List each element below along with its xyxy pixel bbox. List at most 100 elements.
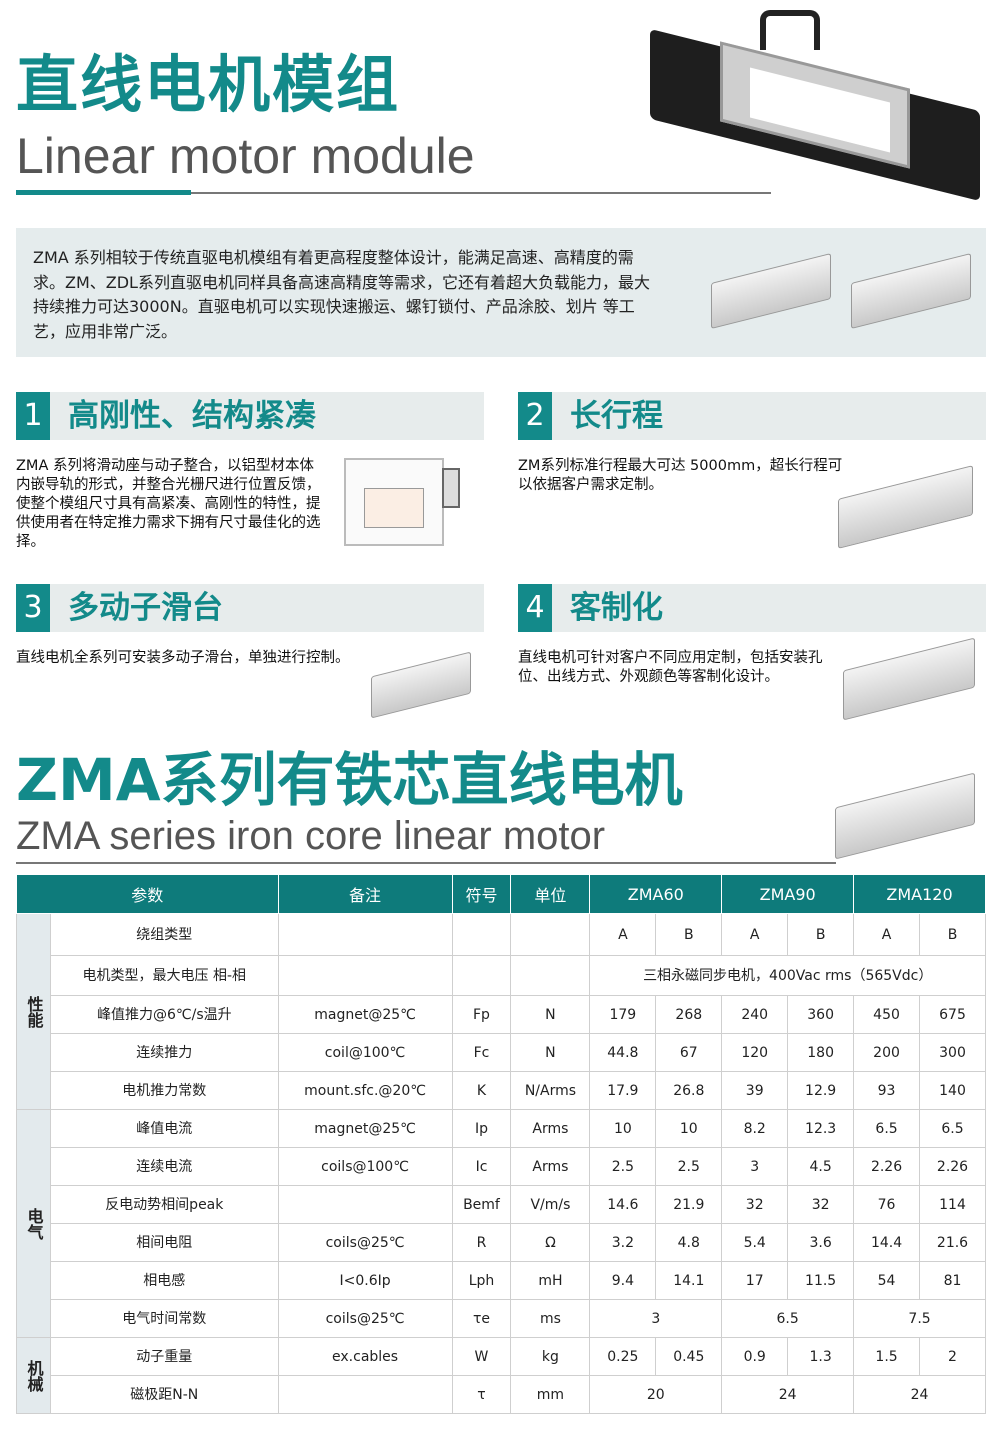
cell-note (277, 1185, 453, 1224)
profile-drawing (344, 458, 460, 546)
cell-value: 0.25 (589, 1337, 657, 1376)
cell-value: 10 (655, 1109, 723, 1148)
cell-value: 3 (589, 1299, 723, 1338)
cell-symbol: W (451, 1337, 512, 1376)
cell-value: 44.8 (589, 1033, 657, 1072)
series-product-image (835, 772, 975, 860)
feature-title: 长行程 (570, 398, 663, 434)
cell-value: 39 (721, 1071, 789, 1110)
table-row: 电机类型，最大电压 相-相 三相永磁同步电机，400Vac rms（565Vdc） (17, 955, 986, 996)
cell-note: coils@25℃ (277, 1223, 453, 1262)
cell-param: 绕组类型 (49, 913, 279, 956)
cell-param: 连续推力 (49, 1033, 279, 1072)
series-divider (16, 862, 836, 864)
cell-note: ex.cables (277, 1337, 453, 1376)
feature-3: 3 多动子滑台 直线电机全系列可安装多动子滑台，单独进行控制。 (16, 584, 484, 719)
column-header: ZMA90 (721, 874, 855, 914)
cell-value: 26.8 (655, 1071, 723, 1110)
cell-value: 93 (853, 1071, 920, 1110)
cell-value: 24 (853, 1375, 986, 1414)
cell-value: 3 (721, 1147, 789, 1186)
cell-unit (510, 955, 591, 996)
cell-symbol (451, 913, 512, 956)
cell-value: B (787, 913, 855, 956)
cell-value: 21.9 (655, 1185, 723, 1224)
page-title-en: Linear motor module (16, 128, 475, 184)
cell-note: coils@25℃ (277, 1299, 453, 1338)
cell-value: 81 (919, 1261, 986, 1300)
row-group-label: 性能 (16, 913, 51, 1110)
row-group-label: 电气 (16, 1109, 51, 1338)
cell-param: 动子重量 (49, 1337, 279, 1376)
table-row: 峰值推力@6℃/s温升 magnet@25℃ Fp N 179 268 240 360 450 6… (17, 995, 986, 1034)
cell-symbol: Ic (451, 1147, 512, 1186)
cell-value: 114 (919, 1185, 986, 1224)
column-header: 参数 (16, 874, 279, 914)
cell-param: 峰值推力@6℃/s温升 (49, 995, 279, 1034)
cell-note (277, 1375, 453, 1414)
cell-value: 1.3 (787, 1337, 855, 1376)
cell-symbol: R (451, 1223, 512, 1262)
cell-symbol: Lph (451, 1261, 512, 1300)
cell-symbol: Fc (451, 1033, 512, 1072)
feature-title: 客制化 (570, 590, 663, 626)
cell-symbol: Ip (451, 1109, 512, 1148)
cell-note: coils@100℃ (277, 1147, 453, 1186)
cell-param: 峰值电流 (49, 1109, 279, 1148)
cell-unit: ms (510, 1299, 591, 1338)
cell-value: 450 (853, 995, 920, 1034)
intro-panel: ZMA 系列相较于传统直驱电机模组有着更高程度整体设计，能满足高速、高精度的需求… (16, 228, 986, 357)
cell-value: 12.9 (787, 1071, 855, 1110)
cell-note (277, 913, 453, 956)
series-title-en: ZMA series iron core linear motor (16, 814, 606, 858)
feature-2: 2 长行程 ZM系列标准行程最大可达 5000mm，超长行程可以依据客户需求定制。 (518, 392, 986, 549)
cell-symbol: τ (451, 1375, 512, 1414)
cell-value: 32 (721, 1185, 789, 1224)
column-header: ZMA60 (589, 874, 723, 914)
column-header: 单位 (510, 874, 591, 914)
cell-value: 179 (589, 995, 657, 1034)
cell-note: mount.sfc.@20℃ (277, 1071, 453, 1110)
table-row: 电气 峰值电流 magnet@25℃ Ip Arms 10 10 8.2 12.3 6.5 6.5 (16, 1109, 986, 1338)
cell-unit: N (510, 995, 591, 1034)
cell-value: 200 (853, 1033, 920, 1072)
cell-value: 2.5 (589, 1147, 657, 1186)
cell-value: 67 (655, 1033, 723, 1072)
table-header-row: 参数 备注 符号 单位 ZMA60 ZMA90 ZMA120 (16, 874, 986, 914)
cell-value: 1.5 (853, 1337, 920, 1376)
title-underline (16, 190, 191, 195)
cell-value: 17.9 (589, 1071, 657, 1110)
cell-value: 32 (787, 1185, 855, 1224)
table-row: 相电感 I<0.6Ip Lph mH 9.4 14.1 17 11.5 54 81 (17, 1261, 986, 1300)
cell-symbol: τe (451, 1299, 512, 1338)
intro-text: ZMA 系列相较于传统直驱电机模组有着更高程度整体设计，能满足高速、高精度的需求… (33, 248, 650, 341)
row-group-label: 机械 (16, 1337, 51, 1414)
cell-value: 21.6 (919, 1223, 986, 1262)
cell-unit (510, 913, 591, 956)
cell-symbol (451, 955, 512, 996)
cell-value: 6.5 (721, 1299, 855, 1338)
table-row: 相间电阻 coils@25℃ R Ω 3.2 4.8 5.4 3.6 14.4 21.6 (17, 1223, 986, 1262)
cell-param: 电机推力常数 (49, 1071, 279, 1110)
cell-value: 14.1 (655, 1261, 723, 1300)
feature-text: 直线电机可针对客户不同应用定制，包括安装孔位、出线方式、外观颜色等客制化设计。 (518, 650, 823, 685)
cell-value: 2.5 (655, 1147, 723, 1186)
feature-number: 4 (518, 584, 552, 632)
cell-unit: mm (510, 1375, 591, 1414)
cell-value: 4.8 (655, 1223, 723, 1262)
cell-value: 11.5 (787, 1261, 855, 1300)
cell-value: 360 (787, 995, 855, 1034)
cell-symbol: K (451, 1071, 512, 1110)
cell-unit: kg (510, 1337, 591, 1376)
cell-value: 三相永磁同步电机，400Vac rms（565Vdc） (589, 955, 986, 996)
cell-value: 0.45 (655, 1337, 723, 1376)
feature-number: 3 (16, 584, 50, 632)
cell-unit: Arms (510, 1147, 591, 1186)
cell-value: 2.26 (853, 1147, 920, 1186)
cell-param: 连续电流 (49, 1147, 279, 1186)
cell-value: 3.6 (787, 1223, 855, 1262)
column-header: 符号 (451, 874, 512, 914)
table-row: 连续电流 coils@100℃ Ic Arms 2.5 2.5 3 4.5 2.26 2.26 (17, 1147, 986, 1186)
cell-unit: Ω (510, 1223, 591, 1262)
cell-value: 14.4 (853, 1223, 920, 1262)
